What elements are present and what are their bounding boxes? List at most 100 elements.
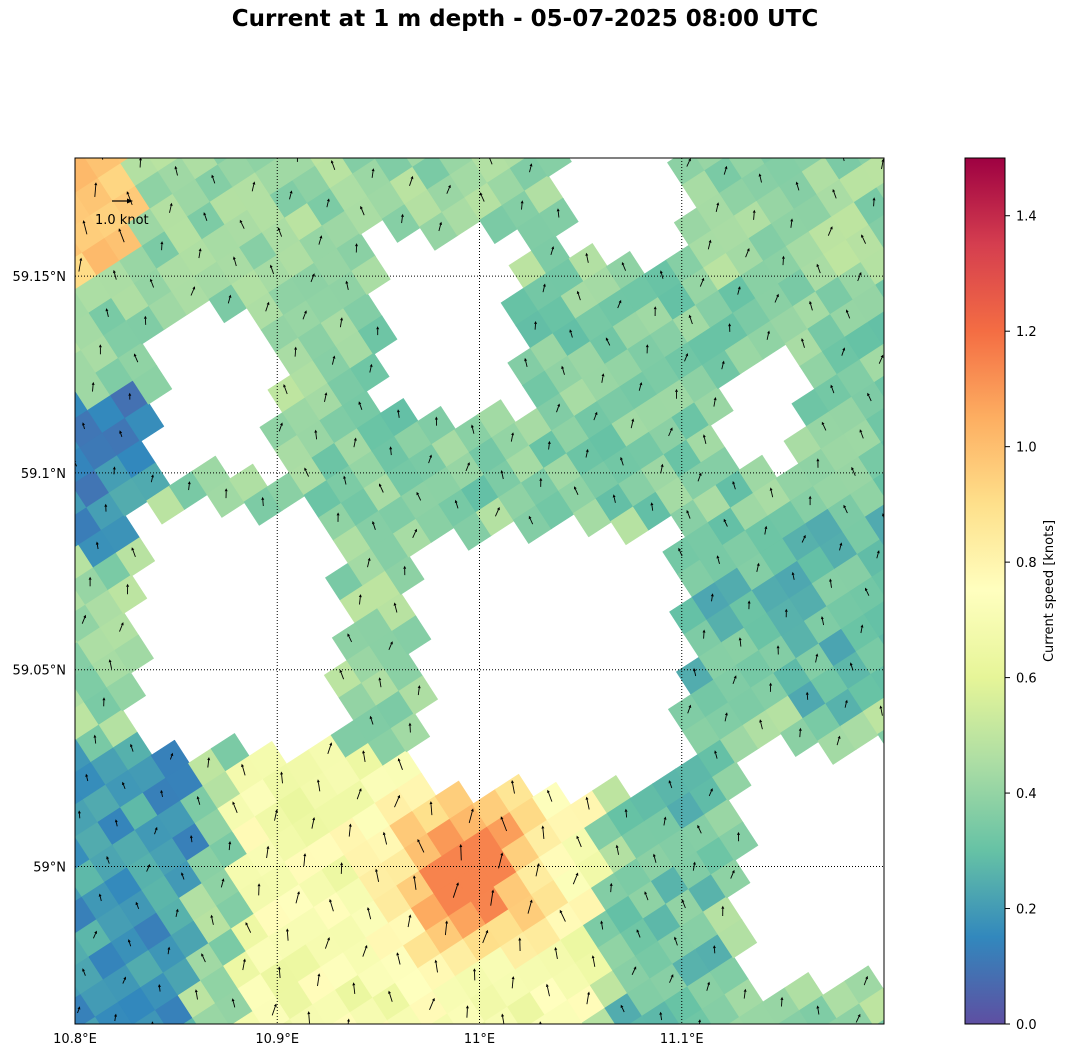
current-arrowhead [688, 704, 692, 708]
current-arrow [502, 1016, 505, 1024]
speed-cell [859, 343, 884, 384]
current-arrowhead [53, 213, 56, 216]
quiver-key: 1.0 knot [95, 198, 149, 228]
current-arrow [281, 774, 283, 784]
current-arrowhead [376, 326, 380, 330]
current-arrow [841, 350, 845, 356]
current-arrowhead [83, 614, 87, 619]
current-arrowhead [688, 314, 692, 318]
current-arrow [498, 855, 503, 869]
current-arrowhead [189, 835, 193, 839]
current-arrowhead [88, 576, 92, 580]
current-arrow [790, 221, 793, 228]
current-arrowhead [147, 864, 151, 868]
current-arrow [317, 782, 321, 792]
current-arrowhead [791, 571, 795, 576]
current-arrowhead [837, 735, 841, 739]
current-arrow [844, 507, 848, 514]
current-arrow [855, 1016, 860, 1023]
current-arrowhead [232, 256, 236, 260]
current-arrowhead [343, 475, 347, 479]
speed-cell [192, 1002, 231, 1024]
current-arrowhead [701, 277, 705, 281]
current-arrow [130, 746, 134, 752]
current-arrow [71, 851, 72, 855]
current-arrow [468, 811, 473, 824]
current-arrowhead [79, 257, 83, 261]
current-arrow [379, 485, 384, 493]
current-arrowhead [577, 1029, 580, 1032]
current-arrowhead [764, 525, 768, 530]
current-arrowhead [585, 796, 589, 800]
speed-cell [885, 135, 924, 174]
current-arrowhead [104, 503, 108, 507]
current-arrowhead [340, 317, 343, 321]
current-arrow [188, 484, 190, 491]
current-arrow [898, 441, 900, 446]
current-arrowhead [419, 1035, 422, 1038]
current-arrowhead [77, 1006, 81, 1010]
speed-cell [166, 119, 205, 158]
current-arrowhead [211, 174, 215, 178]
speed-cell [860, 246, 884, 287]
current-arrow [621, 459, 624, 466]
current-arrow [852, 469, 856, 476]
current-arrowhead [106, 856, 110, 860]
current-arrowhead [417, 685, 421, 689]
current-arrow [542, 828, 545, 839]
current-arrowhead [620, 1004, 624, 1008]
current-arrow [606, 339, 611, 346]
current-arrow [881, 161, 884, 170]
current-arrowhead [330, 160, 334, 164]
current-arrowhead [650, 502, 654, 506]
current-arrowhead [355, 243, 358, 247]
current-arrow [831, 387, 835, 394]
current-arrowhead [600, 920, 604, 924]
current-arrow [242, 766, 246, 776]
current-arrowhead [556, 208, 560, 212]
speed-cell [879, 536, 884, 547]
current-arrow [774, 296, 778, 303]
current-arrowhead [314, 429, 318, 433]
current-arrow [311, 819, 315, 829]
current-arrowhead [485, 929, 489, 934]
current-arrow [260, 148, 261, 154]
current-arrow [370, 718, 374, 725]
current-arrowhead [821, 421, 825, 425]
speed-cell [883, 246, 884, 249]
current-arrowhead [46, 960, 49, 963]
speed-cell [851, 1026, 890, 1057]
current-arrow [616, 847, 620, 855]
current-arrowhead [98, 344, 102, 348]
current-arrowhead [716, 202, 720, 206]
current-arrow [715, 753, 718, 759]
current-arrow [865, 590, 870, 596]
current-arrow [359, 597, 361, 605]
current-arrow [880, 708, 883, 716]
current-arrowhead [456, 882, 459, 886]
current-arrowhead [501, 1013, 505, 1017]
current-arrow [175, 168, 178, 176]
current-arrowhead [872, 197, 876, 201]
speed-cell [94, 1001, 134, 1024]
current-arrow [501, 472, 504, 480]
current-arrowhead [769, 487, 773, 491]
current-arrow [653, 856, 657, 863]
current-arrowhead [876, 550, 880, 554]
current-arrowhead [362, 750, 366, 754]
speed-cell [323, 113, 362, 152]
current-arrowhead [534, 126, 537, 129]
current-arrowhead [139, 158, 142, 161]
current-arrowhead [612, 494, 616, 498]
current-arrow [348, 826, 351, 837]
current-arrow [466, 1008, 468, 1018]
current-arrow [359, 404, 363, 410]
current-arrowhead [693, 668, 696, 672]
current-arrowhead [554, 947, 558, 951]
current-arrowhead [780, 996, 784, 1000]
current-arrowhead [167, 946, 171, 950]
current-arrow [593, 414, 597, 421]
current-arrowhead [733, 675, 737, 679]
current-arrow [310, 275, 314, 283]
colorbar-tick-label: 0.6 [1016, 672, 1037, 687]
